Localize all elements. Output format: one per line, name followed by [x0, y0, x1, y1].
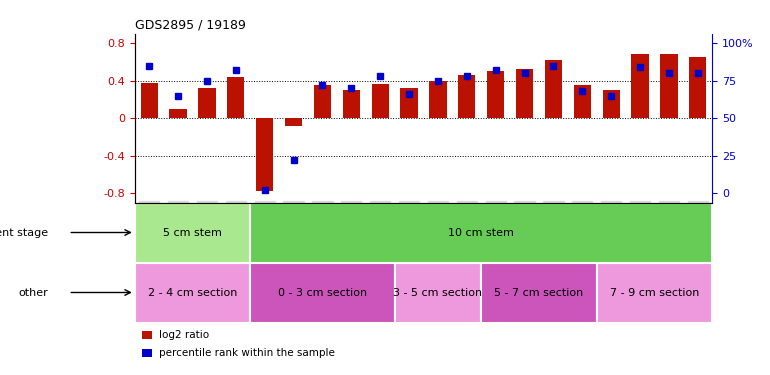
Bar [400, 88, 417, 118]
Bar [458, 75, 475, 118]
Bar [314, 86, 331, 118]
Bar [140, 82, 158, 118]
Bar [660, 54, 678, 118]
Bar [481, 262, 597, 322]
Bar [597, 262, 712, 322]
Bar [545, 60, 562, 118]
Text: 5 cm stem: 5 cm stem [163, 228, 222, 237]
Bar [371, 84, 389, 118]
Bar [135, 202, 250, 262]
Text: other: other [18, 288, 48, 297]
Text: GDS2895 / 19189: GDS2895 / 19189 [135, 18, 246, 31]
Text: 2 - 4 cm section: 2 - 4 cm section [148, 288, 237, 297]
Bar [256, 118, 273, 191]
Text: development stage: development stage [0, 228, 48, 237]
Bar [135, 262, 250, 322]
Text: 0 - 3 cm section: 0 - 3 cm section [278, 288, 367, 297]
Bar [602, 90, 620, 118]
Bar [487, 71, 504, 118]
Bar [516, 69, 533, 118]
Bar [285, 118, 302, 126]
Text: 10 cm stem: 10 cm stem [448, 228, 514, 237]
Bar [250, 262, 394, 322]
Bar [227, 77, 245, 118]
Bar [631, 54, 648, 118]
Text: 3 - 5 cm section: 3 - 5 cm section [393, 288, 483, 297]
Text: 5 - 7 cm section: 5 - 7 cm section [494, 288, 584, 297]
Bar [169, 109, 187, 118]
Bar [689, 57, 707, 118]
Bar [394, 262, 481, 322]
Text: percentile rank within the sample: percentile rank within the sample [159, 348, 334, 358]
Text: log2 ratio: log2 ratio [159, 330, 209, 340]
Text: 7 - 9 cm section: 7 - 9 cm section [610, 288, 699, 297]
Bar [430, 81, 447, 118]
Bar [343, 90, 360, 118]
Bar [250, 202, 712, 262]
Bar [574, 86, 591, 118]
Bar [199, 88, 216, 118]
